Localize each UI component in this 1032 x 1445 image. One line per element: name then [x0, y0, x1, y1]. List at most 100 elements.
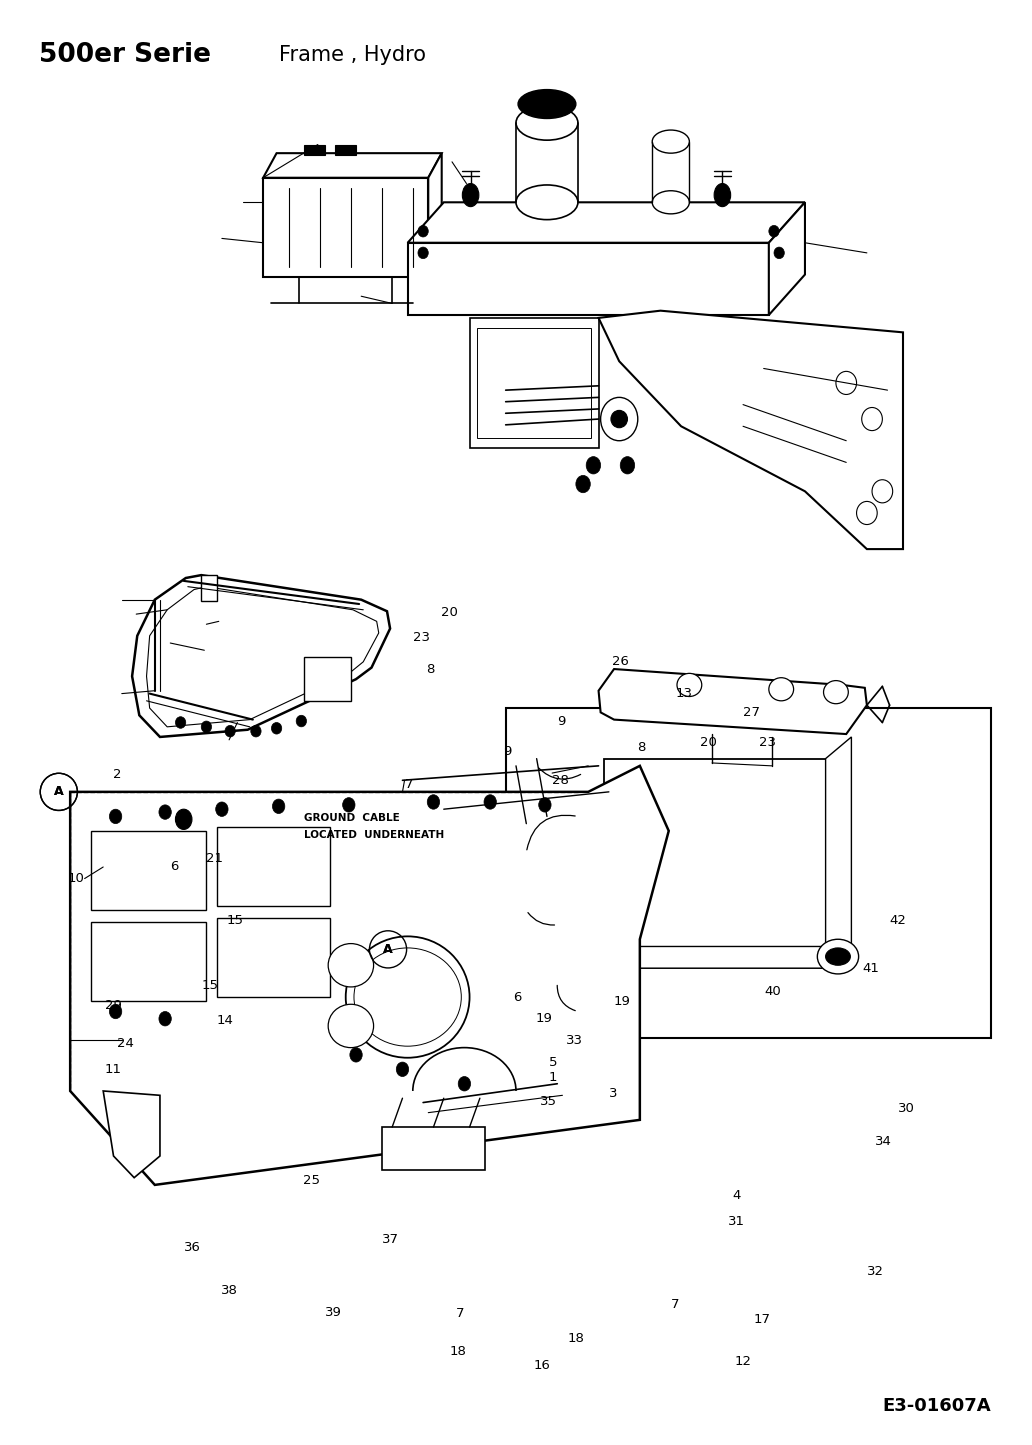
Polygon shape — [769, 202, 805, 315]
Polygon shape — [599, 311, 903, 549]
Ellipse shape — [354, 948, 461, 1046]
Polygon shape — [147, 587, 379, 727]
Ellipse shape — [328, 944, 374, 987]
Text: 8: 8 — [426, 663, 434, 675]
Polygon shape — [70, 766, 669, 1185]
Polygon shape — [604, 946, 851, 968]
Ellipse shape — [251, 725, 261, 737]
Text: 19: 19 — [536, 1013, 552, 1025]
Text: 30: 30 — [898, 1103, 914, 1114]
Ellipse shape — [516, 105, 578, 140]
Polygon shape — [477, 328, 591, 438]
Ellipse shape — [539, 798, 551, 812]
Polygon shape — [604, 759, 826, 968]
Text: Frame , Hydro: Frame , Hydro — [279, 45, 425, 65]
Text: 9: 9 — [504, 746, 512, 757]
Ellipse shape — [677, 673, 702, 696]
Text: 37: 37 — [382, 1234, 398, 1246]
Ellipse shape — [159, 805, 171, 819]
Polygon shape — [428, 153, 442, 277]
Text: 9: 9 — [557, 715, 566, 727]
Text: E3-01607A: E3-01607A — [882, 1397, 991, 1415]
Ellipse shape — [714, 184, 731, 207]
Ellipse shape — [652, 130, 689, 153]
Text: 4: 4 — [733, 1189, 741, 1201]
Ellipse shape — [175, 809, 192, 829]
Polygon shape — [217, 827, 330, 906]
Text: 36: 36 — [185, 1241, 201, 1253]
Ellipse shape — [518, 90, 576, 118]
Text: 2: 2 — [114, 769, 122, 780]
Text: 24: 24 — [118, 1038, 134, 1049]
Ellipse shape — [216, 802, 228, 816]
Polygon shape — [304, 657, 351, 701]
Ellipse shape — [271, 722, 282, 734]
Text: 31: 31 — [728, 1215, 744, 1227]
Text: 21: 21 — [206, 853, 223, 864]
Text: A: A — [54, 786, 64, 798]
Ellipse shape — [350, 1048, 362, 1062]
Text: 8: 8 — [637, 741, 645, 753]
Text: 7: 7 — [671, 1299, 679, 1311]
Text: 25: 25 — [303, 1175, 320, 1186]
Ellipse shape — [516, 185, 578, 220]
Text: 42: 42 — [890, 915, 906, 926]
Polygon shape — [91, 831, 206, 910]
Polygon shape — [263, 153, 442, 178]
Ellipse shape — [462, 184, 479, 207]
Polygon shape — [826, 737, 851, 968]
Text: 15: 15 — [227, 915, 244, 926]
Ellipse shape — [769, 678, 794, 701]
Ellipse shape — [296, 715, 307, 727]
Ellipse shape — [159, 1011, 171, 1026]
Text: GROUND  CABLE: GROUND CABLE — [304, 814, 400, 822]
Ellipse shape — [862, 407, 882, 431]
Ellipse shape — [272, 799, 285, 814]
Ellipse shape — [601, 397, 638, 441]
Text: A: A — [383, 944, 393, 955]
Polygon shape — [470, 318, 599, 448]
Text: 6: 6 — [513, 991, 521, 1003]
Ellipse shape — [343, 798, 355, 812]
Text: 13: 13 — [676, 688, 692, 699]
Text: 35: 35 — [541, 1095, 557, 1107]
Text: 20: 20 — [441, 607, 457, 618]
Ellipse shape — [824, 681, 848, 704]
Text: 20: 20 — [700, 737, 716, 749]
Ellipse shape — [396, 1062, 409, 1077]
Ellipse shape — [836, 371, 857, 394]
Text: 26: 26 — [612, 656, 628, 668]
Text: 38: 38 — [221, 1285, 237, 1296]
Text: 28: 28 — [552, 775, 569, 786]
Ellipse shape — [769, 225, 779, 237]
Text: 5: 5 — [549, 1056, 557, 1068]
Text: 16: 16 — [534, 1360, 550, 1371]
Text: 34: 34 — [875, 1136, 892, 1147]
Text: 41: 41 — [863, 962, 879, 974]
Ellipse shape — [418, 225, 428, 237]
Ellipse shape — [346, 936, 470, 1058]
Text: A: A — [54, 786, 64, 798]
Text: 23: 23 — [759, 737, 775, 749]
Text: 11: 11 — [105, 1064, 122, 1075]
Ellipse shape — [427, 795, 440, 809]
Ellipse shape — [201, 721, 212, 733]
Text: 18: 18 — [450, 1345, 466, 1357]
Ellipse shape — [826, 948, 850, 965]
Text: 32: 32 — [867, 1266, 883, 1277]
Polygon shape — [382, 1127, 485, 1170]
Polygon shape — [408, 202, 805, 243]
Ellipse shape — [484, 795, 496, 809]
Ellipse shape — [109, 809, 122, 824]
Polygon shape — [91, 922, 206, 1001]
Text: 15: 15 — [201, 980, 218, 991]
Ellipse shape — [175, 717, 186, 728]
Ellipse shape — [225, 725, 235, 737]
Polygon shape — [506, 708, 991, 1038]
Polygon shape — [335, 144, 356, 155]
Ellipse shape — [652, 191, 689, 214]
Text: 27: 27 — [743, 707, 760, 718]
Text: A: A — [383, 944, 393, 955]
Ellipse shape — [576, 475, 590, 493]
Ellipse shape — [109, 1004, 122, 1019]
